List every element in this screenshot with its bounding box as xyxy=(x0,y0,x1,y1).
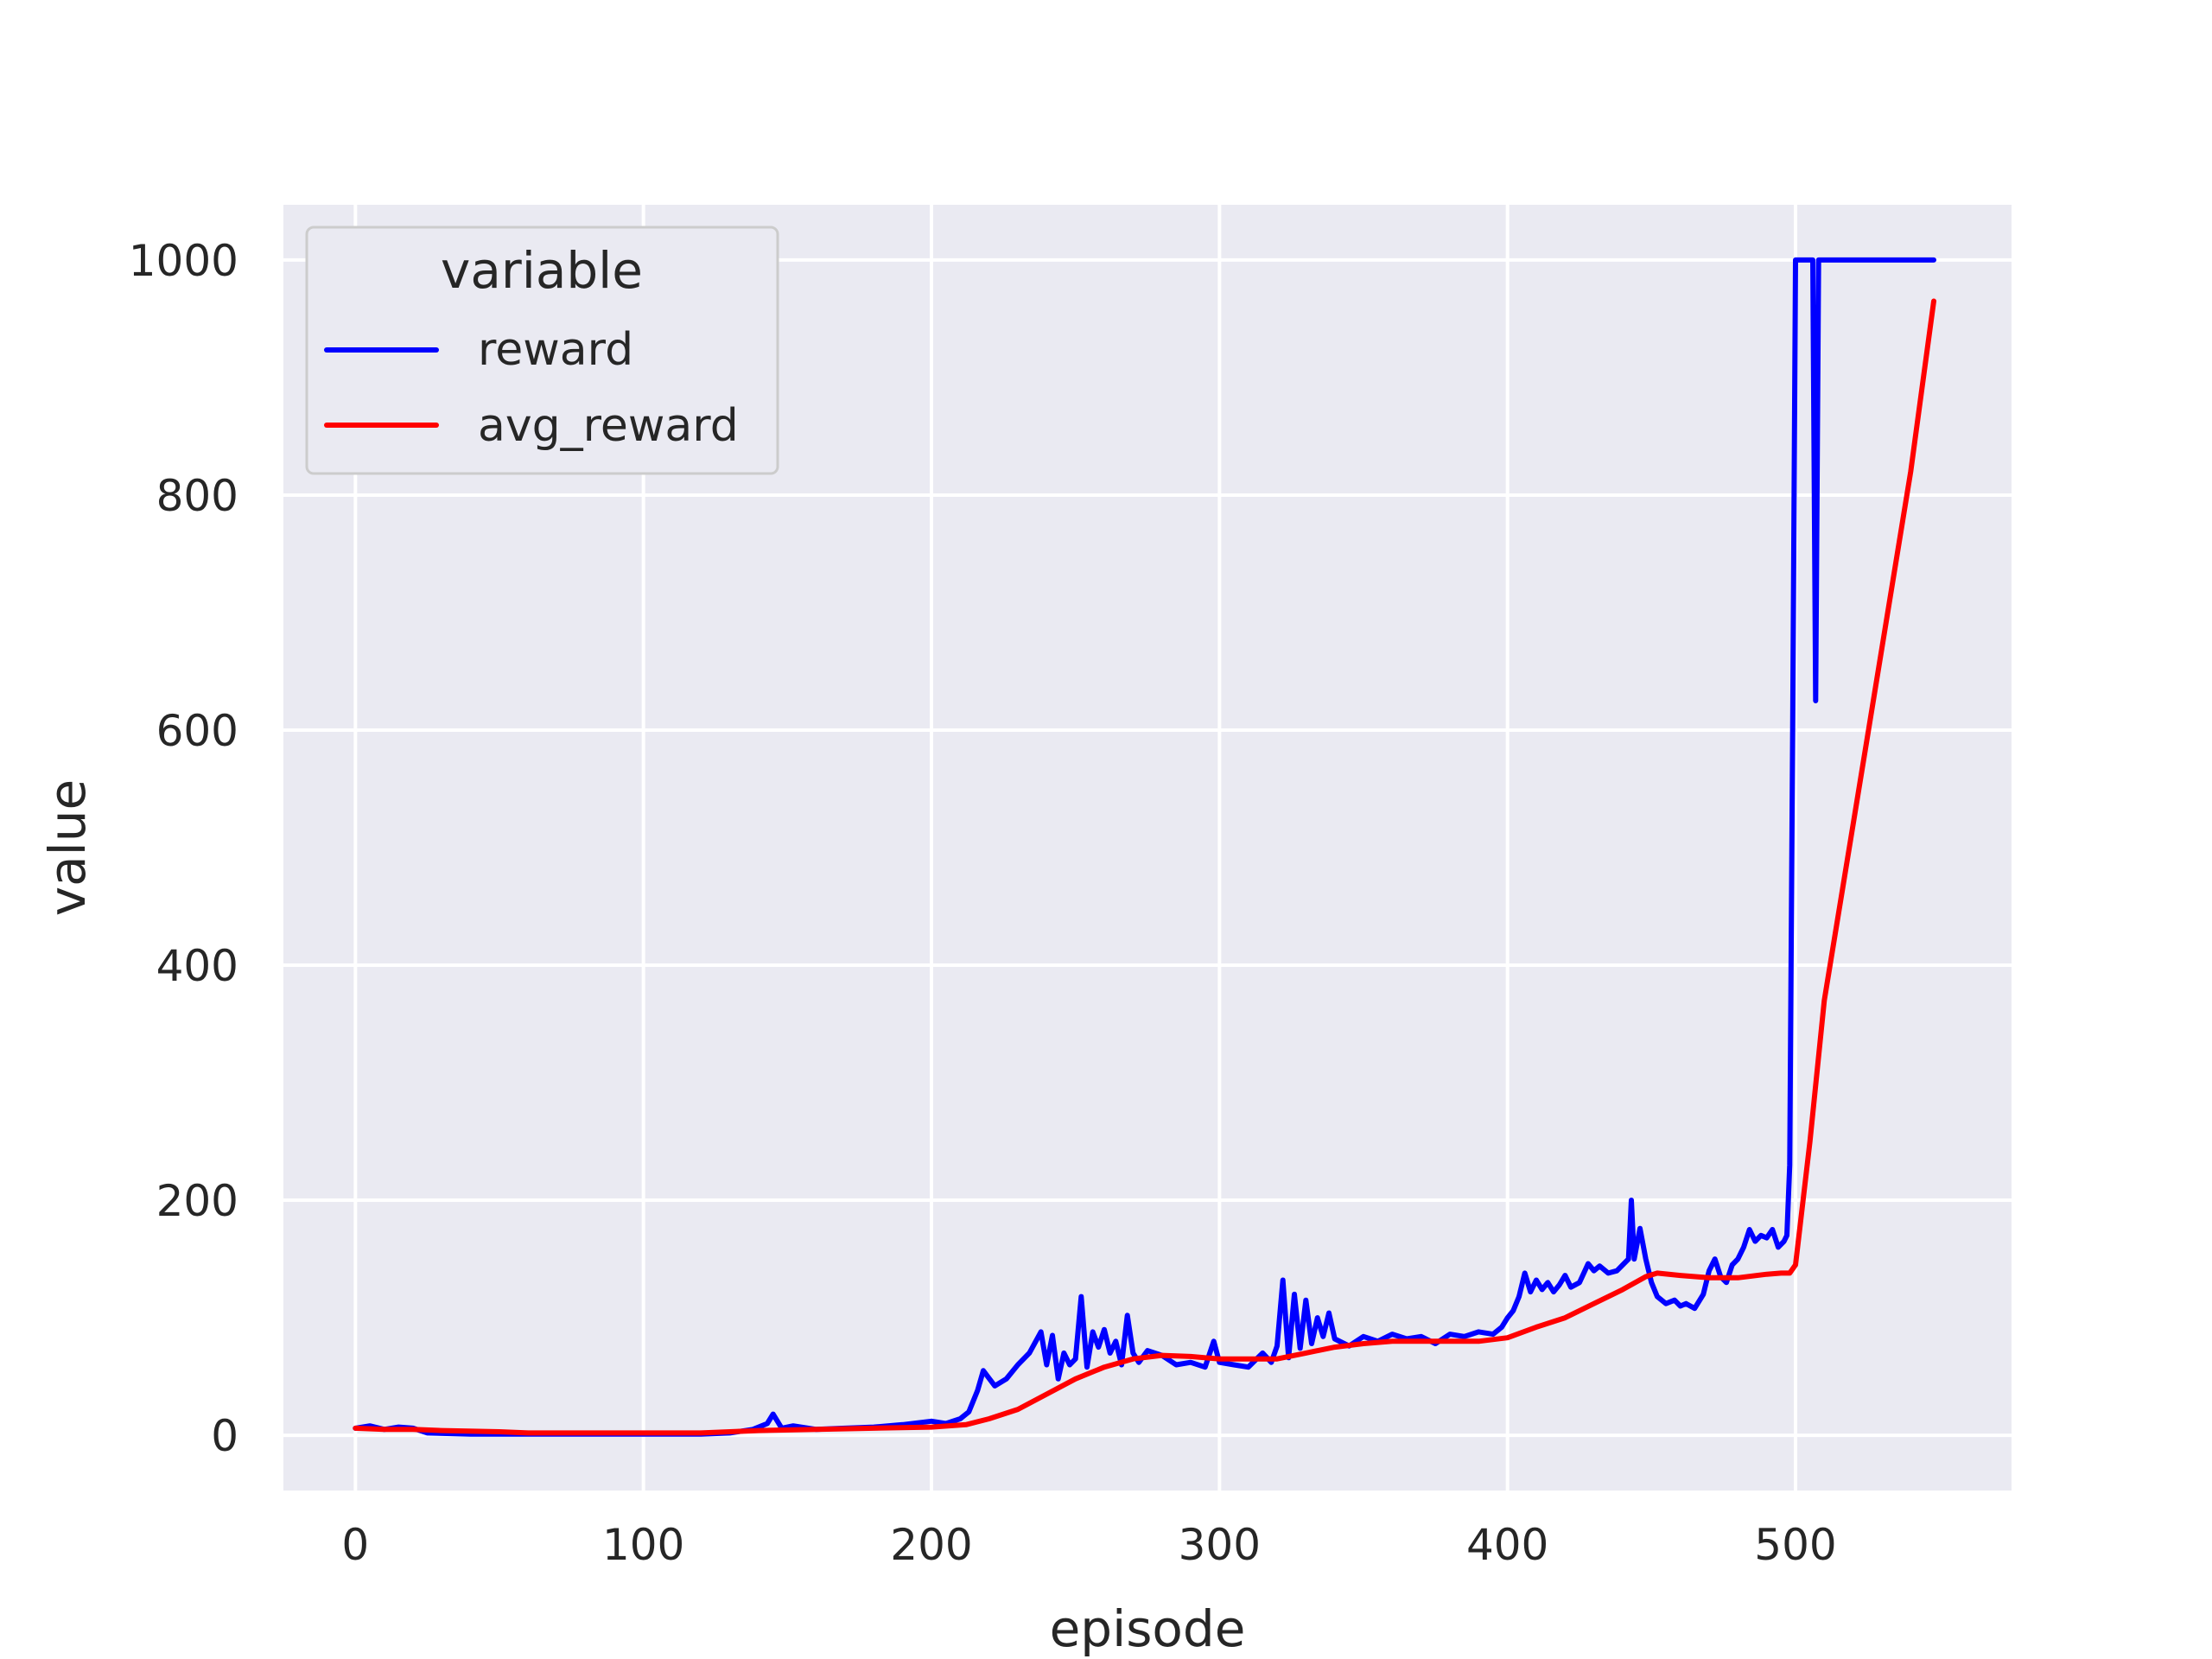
series-line-avg-reward xyxy=(353,298,1936,1436)
y-tick-label: 400 xyxy=(156,941,238,991)
y-tick-label: 0 xyxy=(211,1411,238,1461)
legend-label-avg-reward: avg_reward xyxy=(478,400,739,452)
series-layer xyxy=(353,257,1936,1437)
x-tick-label: 0 xyxy=(341,1520,369,1570)
x-tick-label: 200 xyxy=(890,1520,972,1570)
x-tick-label: 500 xyxy=(1754,1520,1836,1570)
series-line-reward xyxy=(353,257,1936,1437)
y-tick-label: 600 xyxy=(156,706,238,756)
x-tick-label: 300 xyxy=(1179,1520,1261,1570)
y-axis-label: value xyxy=(38,779,97,916)
x-tick-label: 100 xyxy=(602,1520,684,1570)
x-tick-label: 400 xyxy=(1466,1520,1548,1570)
y-tick-label: 800 xyxy=(156,471,238,521)
y-tick-label: 200 xyxy=(156,1176,238,1226)
grid xyxy=(283,205,2012,1491)
legend-box xyxy=(305,226,779,475)
legend: variable reward avg_reward xyxy=(305,226,779,475)
y-tick-label: 1000 xyxy=(129,236,238,286)
y-tick-labels: 0 200 400 600 800 1000 xyxy=(129,236,238,1461)
x-tick-labels: 0 100 200 300 400 500 xyxy=(341,1520,1836,1570)
x-axis-label: episode xyxy=(1050,1599,1246,1658)
legend-label-reward: reward xyxy=(478,324,633,376)
legend-title: variable xyxy=(441,241,643,300)
